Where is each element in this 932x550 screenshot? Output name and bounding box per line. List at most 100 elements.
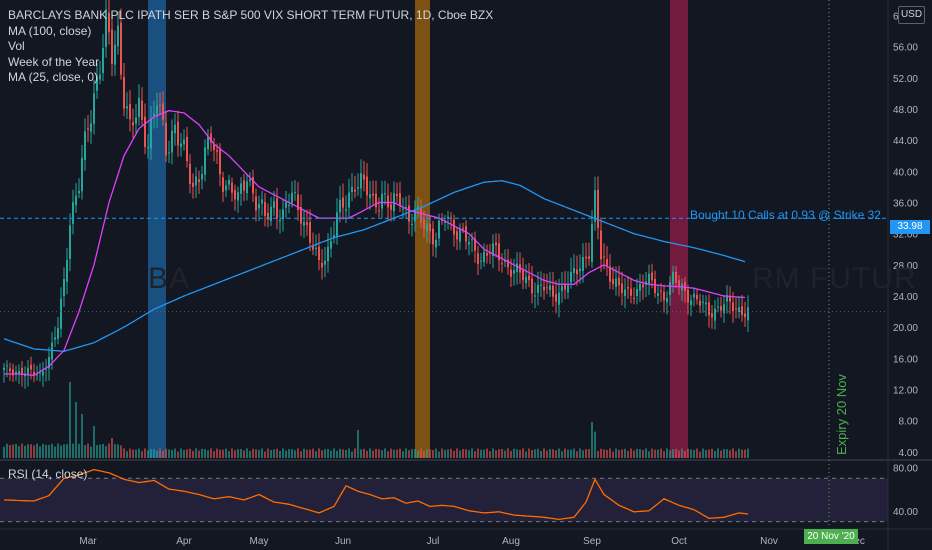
volume-bar: [234, 450, 236, 458]
candle-body: [225, 185, 227, 191]
candle-body: [492, 243, 494, 257]
volume-bar: [75, 402, 77, 458]
volume-bar: [435, 448, 437, 458]
volume-bar: [153, 448, 155, 458]
candle-body: [222, 177, 224, 192]
volume-bar: [681, 448, 683, 458]
price-tick-label: 28.00: [893, 261, 918, 272]
volume-bar: [108, 443, 110, 458]
candle-body: [462, 228, 464, 230]
candle-body: [18, 370, 20, 375]
candle-body: [174, 124, 176, 134]
volume-bar: [600, 448, 602, 458]
candle-body: [30, 364, 32, 370]
price-tick-label: 40.00: [893, 167, 918, 178]
volume-bar: [741, 449, 743, 458]
legend-ma25[interactable]: MA (25, close, 0): [8, 70, 99, 84]
volume-bar: [42, 443, 44, 458]
volume-bar: [630, 448, 632, 458]
candle-body: [705, 302, 707, 305]
currency-badge[interactable]: USD: [898, 6, 925, 24]
candle-body: [120, 22, 122, 75]
candle-body: [378, 210, 380, 212]
candle-body: [201, 174, 203, 180]
candle-body: [300, 206, 302, 224]
candle-body: [123, 77, 125, 109]
candle-body: [318, 246, 320, 260]
candle-body: [177, 121, 179, 146]
volume-bar: [654, 449, 656, 458]
legend-week-of-year[interactable]: Week of the Year: [8, 54, 100, 69]
highlight-band-1: [415, 0, 430, 458]
volume-bar: [597, 450, 599, 458]
rsi-legend[interactable]: RSI (14, close): [8, 467, 88, 481]
candle-body: [432, 228, 434, 245]
candle-body: [213, 144, 215, 150]
volume-bar: [72, 443, 74, 458]
trade-annotation[interactable]: Bought 10 Calls at 0.93 @ Strike 32: [690, 208, 881, 222]
candle-body: [447, 216, 449, 219]
volume-bar: [714, 450, 716, 458]
candle-body: [726, 295, 728, 302]
candle-body: [60, 298, 62, 329]
candle-body: [477, 253, 479, 265]
candle-body: [81, 157, 83, 192]
candle-body: [531, 278, 533, 294]
candle-body: [12, 369, 14, 376]
volume-bar: [489, 451, 491, 458]
symbol-title[interactable]: BARCLAYS BANK PLC IPATH SER B S&P 500 VI…: [8, 8, 494, 22]
candle-body: [657, 293, 659, 296]
volume-bar: [615, 448, 617, 458]
volume-bar: [576, 451, 578, 458]
volume-bar: [582, 450, 584, 458]
candle-body: [603, 256, 605, 258]
candle-body: [90, 123, 92, 132]
candle-body: [273, 201, 275, 208]
volume-bar: [708, 449, 710, 458]
volume-bar: [357, 430, 359, 458]
volume-bar: [747, 448, 749, 458]
volume-bar: [282, 448, 284, 458]
volume-bar: [63, 444, 65, 458]
volume-bar: [561, 451, 563, 458]
price-tick-label: 12.00: [893, 385, 918, 396]
candle-body: [618, 277, 620, 286]
volume-bar: [402, 451, 404, 458]
candle-body: [372, 193, 374, 196]
volume-bar: [228, 451, 230, 458]
candle-body: [480, 260, 482, 262]
volume-bar: [213, 451, 215, 458]
volume-bar: [453, 450, 455, 458]
volume-bar: [657, 449, 659, 458]
candle-body: [717, 306, 719, 308]
candle-body: [114, 44, 116, 65]
volume-bar: [159, 448, 161, 458]
candle-body: [528, 275, 530, 281]
rsi-band: [0, 478, 888, 522]
candle-body: [537, 284, 539, 293]
candle-body: [96, 76, 98, 91]
volume-bar: [621, 449, 623, 458]
legend-volume[interactable]: Vol: [8, 39, 25, 53]
candle-body: [348, 192, 350, 208]
volume-bar: [618, 449, 620, 458]
volume-bar: [720, 450, 722, 458]
volume-bar: [294, 450, 296, 458]
candle-body: [285, 202, 287, 208]
volume-bar: [276, 448, 278, 458]
candle-body: [426, 223, 428, 232]
candle-body: [171, 130, 173, 153]
volume-bar: [132, 449, 134, 458]
legend-ma100[interactable]: MA (100, close): [8, 23, 92, 38]
candle-body: [294, 192, 296, 194]
candle-body: [249, 179, 251, 182]
candle-body: [711, 313, 713, 318]
candle-body: [255, 196, 257, 211]
candle-body: [75, 195, 77, 206]
expiry-label[interactable]: Expiry 20 Nov: [834, 374, 849, 455]
volume-bar: [171, 449, 173, 458]
volume-bar: [693, 449, 695, 458]
candle-body: [6, 365, 8, 367]
candle-body: [690, 300, 692, 306]
